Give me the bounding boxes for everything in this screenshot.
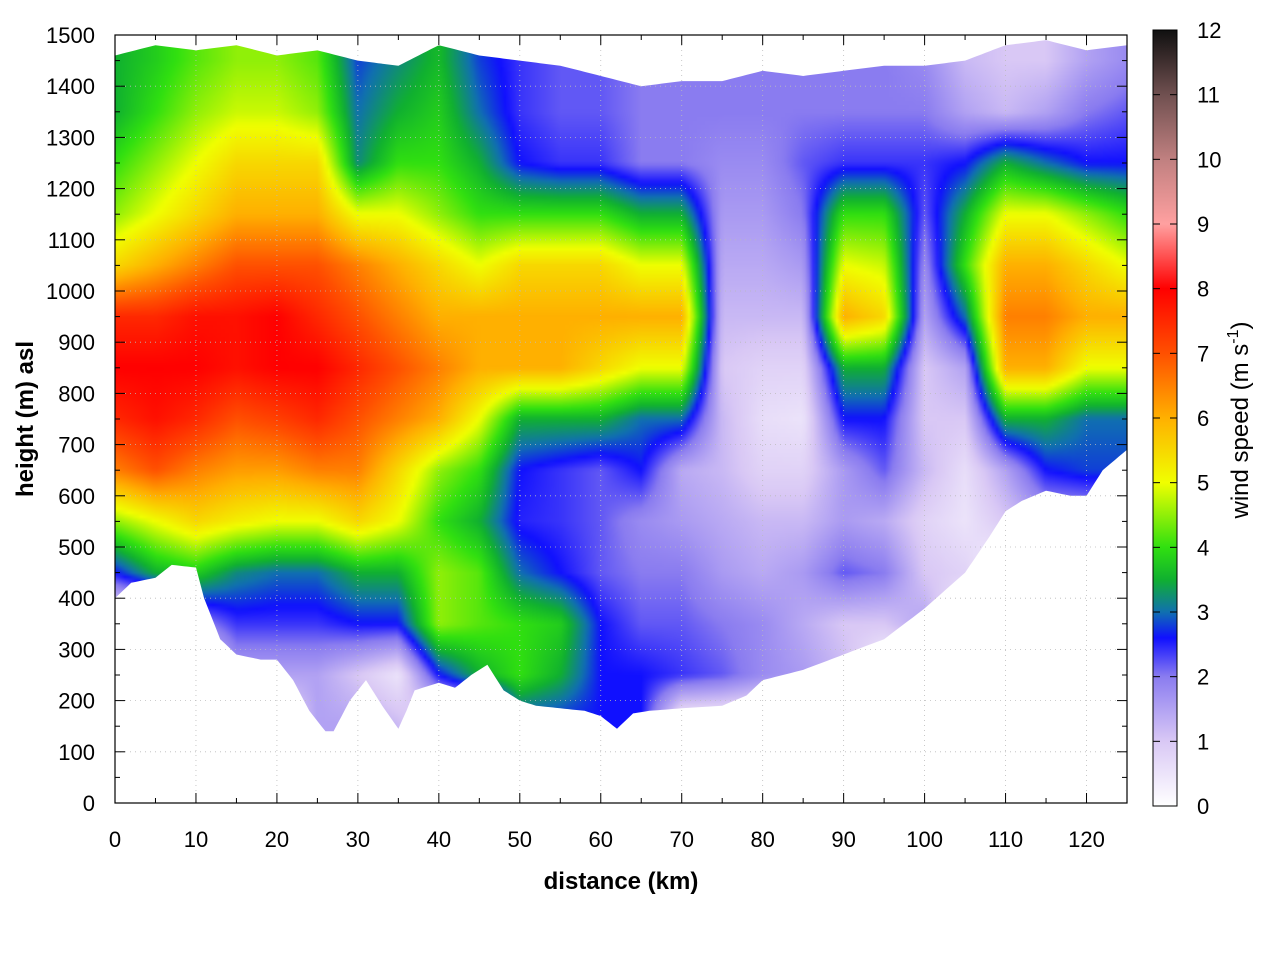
y-tick-label: 700 bbox=[58, 433, 95, 458]
x-tick-label: 10 bbox=[184, 827, 208, 852]
colorbar-title: wind speed (m s-1) bbox=[1225, 322, 1254, 520]
x-axis-title: distance (km) bbox=[544, 868, 699, 895]
colorbar-title-end: ) bbox=[1227, 322, 1254, 330]
x-tick-label: 20 bbox=[265, 827, 289, 852]
grid-lines bbox=[115, 35, 1127, 803]
y-tick-label: 1000 bbox=[46, 279, 95, 304]
colorbar-tick-label: 1 bbox=[1197, 729, 1209, 754]
colorbar-tick-label: 10 bbox=[1197, 147, 1221, 172]
y-axis-title: height (m) asl bbox=[12, 341, 39, 497]
colorbar-tick-label: 4 bbox=[1197, 535, 1209, 560]
y-tick-label: 1400 bbox=[46, 74, 95, 99]
colorbar-tick-label: 6 bbox=[1197, 406, 1209, 431]
y-tick-label: 400 bbox=[58, 586, 95, 611]
colorbar-title-main: wind speed (m s bbox=[1227, 344, 1254, 520]
y-tick-label: 0 bbox=[83, 791, 95, 816]
y-tick-label: 900 bbox=[58, 330, 95, 355]
y-tick-label: 100 bbox=[58, 740, 95, 765]
colorbar-tick-label: 12 bbox=[1197, 18, 1221, 43]
colorbar-tick-label: 8 bbox=[1197, 277, 1209, 302]
x-tick-label: 70 bbox=[669, 827, 693, 852]
y-tick-label: 200 bbox=[58, 689, 95, 714]
colorbar-tick-label: 3 bbox=[1197, 600, 1209, 625]
x-tick-label: 80 bbox=[750, 827, 774, 852]
colorbar-tick-label: 11 bbox=[1197, 83, 1220, 108]
y-tick-label: 500 bbox=[58, 535, 95, 560]
x-tick-label: 120 bbox=[1068, 827, 1105, 852]
colorbar-tick-label: 7 bbox=[1197, 341, 1209, 366]
x-tick-label: 110 bbox=[988, 827, 1023, 852]
x-tick-label: 90 bbox=[831, 827, 855, 852]
colorbar-tick-label: 0 bbox=[1197, 794, 1209, 819]
y-tick-label: 1200 bbox=[46, 177, 95, 202]
x-tick-label: 40 bbox=[427, 827, 451, 852]
colorbar-tick-label: 2 bbox=[1197, 665, 1209, 690]
x-tick-label: 30 bbox=[346, 827, 370, 852]
x-tick-label: 50 bbox=[508, 827, 532, 852]
x-tick-label: 60 bbox=[589, 827, 613, 852]
y-axis-ticks: 0 100 200 300 400 500 600 700 800 900 1000 1100 1200… bbox=[46, 23, 1127, 816]
colorbar-title-sup: -1 bbox=[1225, 329, 1242, 343]
y-tick-label: 1100 bbox=[48, 228, 95, 253]
x-axis-ticks: 0 10 20 30 40 50 60 70 80 90 100 110 120 bbox=[109, 35, 1105, 852]
y-tick-label: 600 bbox=[58, 484, 95, 509]
colorbar-tick-label: 5 bbox=[1197, 471, 1209, 496]
colorbar-tick-label: 9 bbox=[1197, 212, 1209, 237]
y-tick-label: 300 bbox=[58, 637, 95, 662]
x-tick-label: 100 bbox=[906, 827, 943, 852]
y-tick-label: 1500 bbox=[46, 23, 95, 48]
y-tick-label: 1300 bbox=[46, 125, 95, 150]
plot-area: 0 10 20 30 40 50 60 70 80 90 100 110 120 0 100 200 300 4… bbox=[46, 23, 1128, 852]
x-tick-label: 0 bbox=[109, 827, 121, 852]
y-tick-label: 800 bbox=[58, 381, 95, 406]
